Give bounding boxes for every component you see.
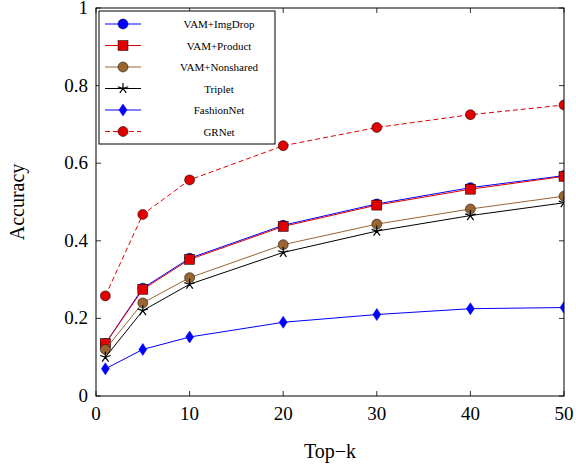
legend-marker: [118, 41, 128, 51]
marker: [185, 175, 195, 185]
marker: [465, 184, 475, 194]
marker: [278, 247, 288, 257]
marker: [100, 291, 110, 301]
x-tick-label: 10: [180, 403, 199, 424]
marker: [278, 141, 288, 151]
x-tick: [376, 391, 377, 396]
y-tick-label: 1: [79, 0, 89, 18]
chart: 0 10 20 30 40 50 0 0.2 0.4 0.6 0.8 1 Top−k Accuracy VA…: [0, 0, 576, 464]
y-axis-label: Accuracy: [6, 164, 29, 241]
marker: [101, 363, 109, 375]
x-tick: [283, 391, 284, 396]
x-tick-top: [470, 8, 471, 13]
marker: [186, 331, 194, 343]
y-tick-right: [559, 318, 564, 319]
y-tick-label: 0: [79, 385, 89, 406]
x-tick: [189, 391, 190, 396]
legend-marker: [118, 83, 128, 93]
marker: [100, 352, 110, 362]
marker: [372, 226, 382, 236]
marker: [559, 171, 564, 181]
y-tick-right: [559, 163, 564, 164]
marker: [559, 197, 564, 207]
marker: [184, 279, 194, 289]
legend-label: FashionNet: [194, 104, 245, 116]
marker: [185, 254, 195, 264]
marker: [139, 343, 147, 355]
series-line: [105, 203, 564, 357]
y-tick-label: 0.2: [64, 307, 88, 328]
legend-marker: [118, 62, 128, 72]
x-tick-label: 20: [274, 403, 293, 424]
marker: [466, 303, 474, 315]
legend-box: [99, 11, 275, 144]
x-tick-label: 30: [367, 403, 386, 424]
marker: [278, 221, 288, 231]
y-tick-right: [559, 85, 564, 86]
x-tick-label: 0: [91, 403, 101, 424]
marker: [138, 284, 148, 294]
legend-label: GRNet: [203, 126, 234, 138]
marker: [465, 210, 475, 220]
marker: [372, 200, 382, 210]
legend-label: Triplet: [204, 83, 234, 95]
marker: [559, 100, 564, 110]
y-tick: [96, 318, 101, 319]
legend-label: VAM+ImgDrop: [184, 18, 255, 30]
marker: [138, 209, 148, 219]
series-line: [105, 176, 564, 343]
marker: [560, 302, 564, 314]
x-tick-label: 40: [461, 403, 480, 424]
marker: [373, 309, 381, 321]
series-line: [105, 196, 564, 349]
y-tick-label: 0.8: [64, 75, 88, 96]
legend-label: VAM+Nonshared: [180, 61, 259, 73]
series-line: [105, 308, 564, 369]
y-tick-label: 0.6: [64, 152, 88, 173]
x-tick-top: [283, 8, 284, 13]
marker: [279, 316, 287, 328]
marker: [465, 110, 475, 120]
legend-marker: [118, 19, 128, 29]
legend-marker: [118, 127, 128, 137]
marker: [372, 123, 382, 133]
y-tick-label: 0.4: [64, 230, 88, 251]
marker: [138, 305, 148, 315]
marker: [559, 171, 564, 181]
plot-frame: [96, 8, 564, 396]
y-tick-right: [559, 240, 564, 241]
x-tick: [470, 391, 471, 396]
legend-marker: [119, 104, 127, 116]
y-tick: [96, 163, 101, 164]
y-tick: [96, 240, 101, 241]
x-tick-label: 50: [555, 403, 574, 424]
x-tick-top: [376, 8, 377, 13]
legend-label: VAM+Product: [187, 40, 252, 52]
legend: VAM+ImgDrop VAM+Product VAM+Nonshared Tripl…: [99, 11, 275, 144]
marker: [559, 191, 564, 201]
x-axis-label: Top−k: [304, 440, 356, 463]
